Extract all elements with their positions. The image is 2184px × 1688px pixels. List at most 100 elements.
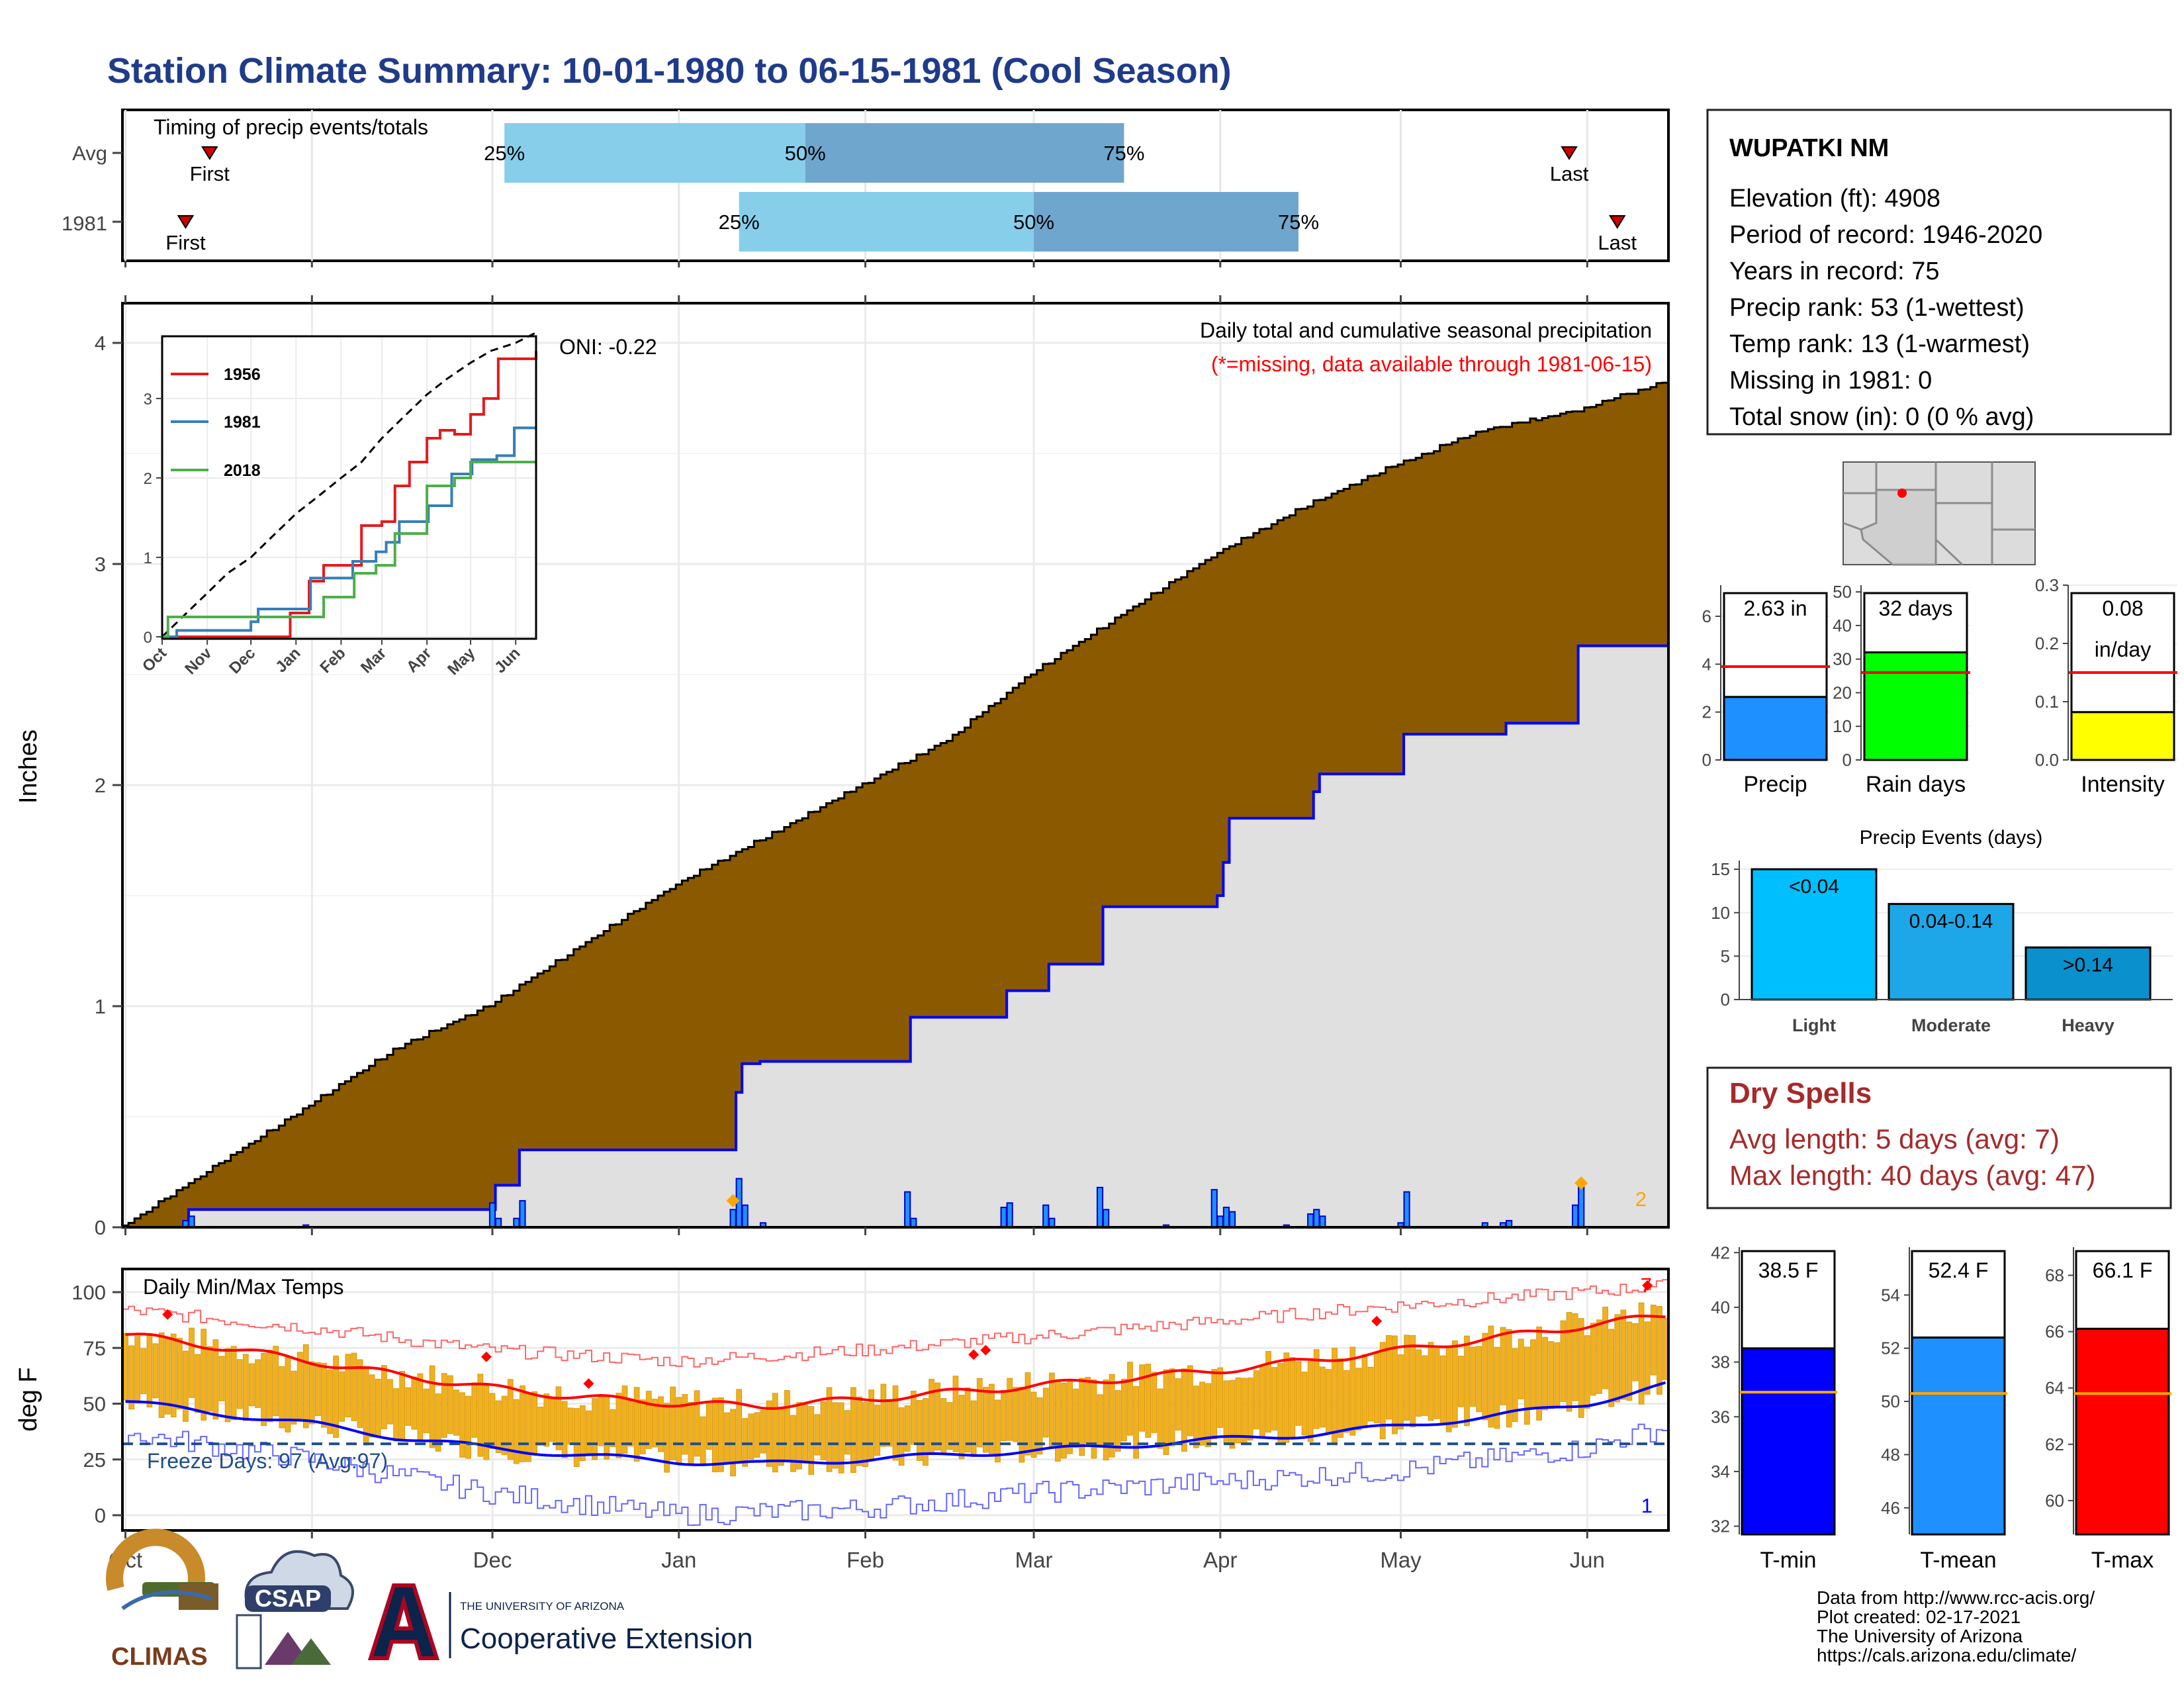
daily-temp-range-bar [1464,1335,1470,1427]
daily-temp-range-bar [916,1399,923,1461]
temp-plot [122,1279,1668,1526]
daily-temp-range-bar [308,1361,315,1425]
daily-temp-range-bar [236,1359,243,1409]
precip-y-tick-label: 3 [95,553,106,576]
daily-temp-range-bar [1109,1374,1115,1458]
daily-temp-range-bar [279,1366,285,1429]
inset-lines [161,332,537,638]
daily-temp-range-bar [1500,1327,1506,1405]
oni-label: ONI: -0.22 [559,335,657,359]
daily-temp-range-bar [760,1410,766,1454]
daily-temp-range-bar [146,1333,153,1408]
record-max-marker [162,1309,173,1320]
inset-legend-label-1981: 1981 [224,413,261,432]
month-tick-label: Apr [1203,1548,1237,1572]
station-location-marker [1897,489,1907,498]
precip-y-tick-label: 1 [95,995,106,1018]
record-max-marker [480,1351,492,1362]
daily-temp-range-bar [1608,1329,1615,1407]
daily-temp-range-bar [273,1346,279,1417]
mini-chart-value-label: 0.08 [2102,596,2143,620]
daily-temp-range-bar [543,1393,550,1447]
dry-spells-title: Dry Spells [1729,1077,1872,1109]
daily-temp-range-bar [1404,1335,1410,1421]
daily-temp-range-bar [904,1405,911,1452]
season-mini-bars: 2.63 in 0 2 4 6 Precip 32 days 0 10 20 30 40 50 Rain … [1702,575,2177,797]
daily-temp-range-bar [838,1402,844,1474]
daily-temp-range-bar [170,1333,177,1418]
daily-temp-range-bar [465,1395,472,1459]
daily-temp-range-bar [610,1409,616,1447]
daily-temp-range-bar [1355,1368,1362,1430]
observed-cumulative-precip-area [122,645,1668,1227]
daily-temp-range-bar [982,1387,989,1453]
daily-temp-range-bar [748,1413,754,1460]
daily-temp-range-bar [291,1370,297,1425]
precip-y-tick-label: 2 [95,774,106,797]
daily-temp-range-bar [1271,1367,1278,1430]
daily-temp-range-bar [1079,1378,1085,1456]
temp-bar-y-tick-label: 64 [2045,1378,2064,1398]
daily-temp-range-bar [1560,1320,1567,1402]
inset-legend-label-1956: 1956 [224,365,261,384]
daily-temp-range-bar [1169,1368,1175,1446]
month-tick-label: Mar [1015,1548,1053,1572]
daily-temp-range-bar [1229,1380,1236,1449]
daily-temp-range-bar [1488,1325,1494,1428]
daily-temp-range-bar [501,1395,508,1456]
precip-panel-title: Daily total and cumulative seasonal prec… [1200,318,1652,342]
daily-temp-range-bar [1061,1382,1067,1459]
dry-spells-box: Dry Spells Avg length: 5 days (avg: 7) M… [1706,1066,2172,1209]
daily-precip-bar [1048,1217,1056,1229]
mini-chart-y-tick-label: 0.3 [2035,575,2059,595]
daily-temp-range-bar [808,1406,815,1475]
daily-temp-range-bar [1542,1336,1549,1411]
daily-temp-range-bar [736,1389,743,1464]
daily-temp-range-bar [249,1363,255,1407]
station-temp-rank: Temp rank: 13 (1-warmest) [1729,330,2030,358]
daily-temp-range-bar [1439,1355,1446,1424]
station-elevation: Elevation (ft): 4908 [1729,185,1940,212]
daily-temp-range-bar [507,1379,514,1460]
timing-label-50: 50% [1013,211,1054,234]
timing-label-25: 25% [484,142,525,165]
temp-y-tick-label: 0 [95,1504,106,1527]
inset-series-line-2018 [162,461,536,638]
daily-precip-bar [1572,1204,1579,1228]
daily-temp-range-bar [1524,1346,1530,1425]
daily-precip-bar [1222,1206,1230,1228]
daily-temp-range-bar [1596,1319,1602,1394]
precip-events-title: Precip Events (days) [1860,827,2043,849]
csap-logo-text: CSAP [255,1585,321,1612]
daily-temp-range-bar [579,1405,586,1462]
mini-chart-y-tick-label: 6 [1702,606,1711,626]
events-y-tick-label: 0 [1721,990,1730,1009]
daily-temp-range-bar [1506,1329,1512,1428]
daily-temp-range-bar [1338,1358,1343,1438]
mini-chart-y-tick-label: 4 [1702,654,1711,674]
daily-temp-range-bar [1115,1389,1121,1452]
daily-temp-range-bar [1367,1366,1374,1422]
precip-panel: 0 1 2 3 4 Daily total and cumulative seasona… [15,302,1670,1239]
temp-bar-y-tick-label: 66 [2045,1322,2064,1342]
inset-y-tick-label: 2 [144,470,152,488]
daily-temp-range-bar [976,1378,983,1448]
normal-max-temp-line [125,1315,1666,1410]
daily-temp-range-bar [1042,1387,1049,1438]
daily-temp-range-bar [206,1346,213,1412]
daily-temp-range-bar [1259,1365,1265,1437]
record-max-marker [583,1378,594,1389]
season-temp-bars: 38.5 F 32 34 36 38 40 42 T-min 52.4 F 46 48 50 52 54 T… [1711,1243,2171,1573]
mini-chart-bar-Rain days [1863,651,1968,761]
temp-bar-value-box [1741,1250,1836,1350]
daily-temp-range-bar [1133,1385,1139,1459]
daily-temp-range-bar [1030,1391,1037,1458]
daily-temp-range-bar [1602,1306,1608,1389]
daily-temp-range-bar [844,1410,850,1455]
temp-bar-T-mean [1911,1336,2006,1536]
temp-y-axis: 0 25 50 75 100 [71,1281,122,1527]
daily-temp-range-bar [1361,1354,1368,1429]
mini-chart-y-tick-label: 30 [1833,649,1852,669]
daily-temp-range-bar [850,1387,856,1474]
daily-temp-range-bar [1433,1348,1440,1419]
